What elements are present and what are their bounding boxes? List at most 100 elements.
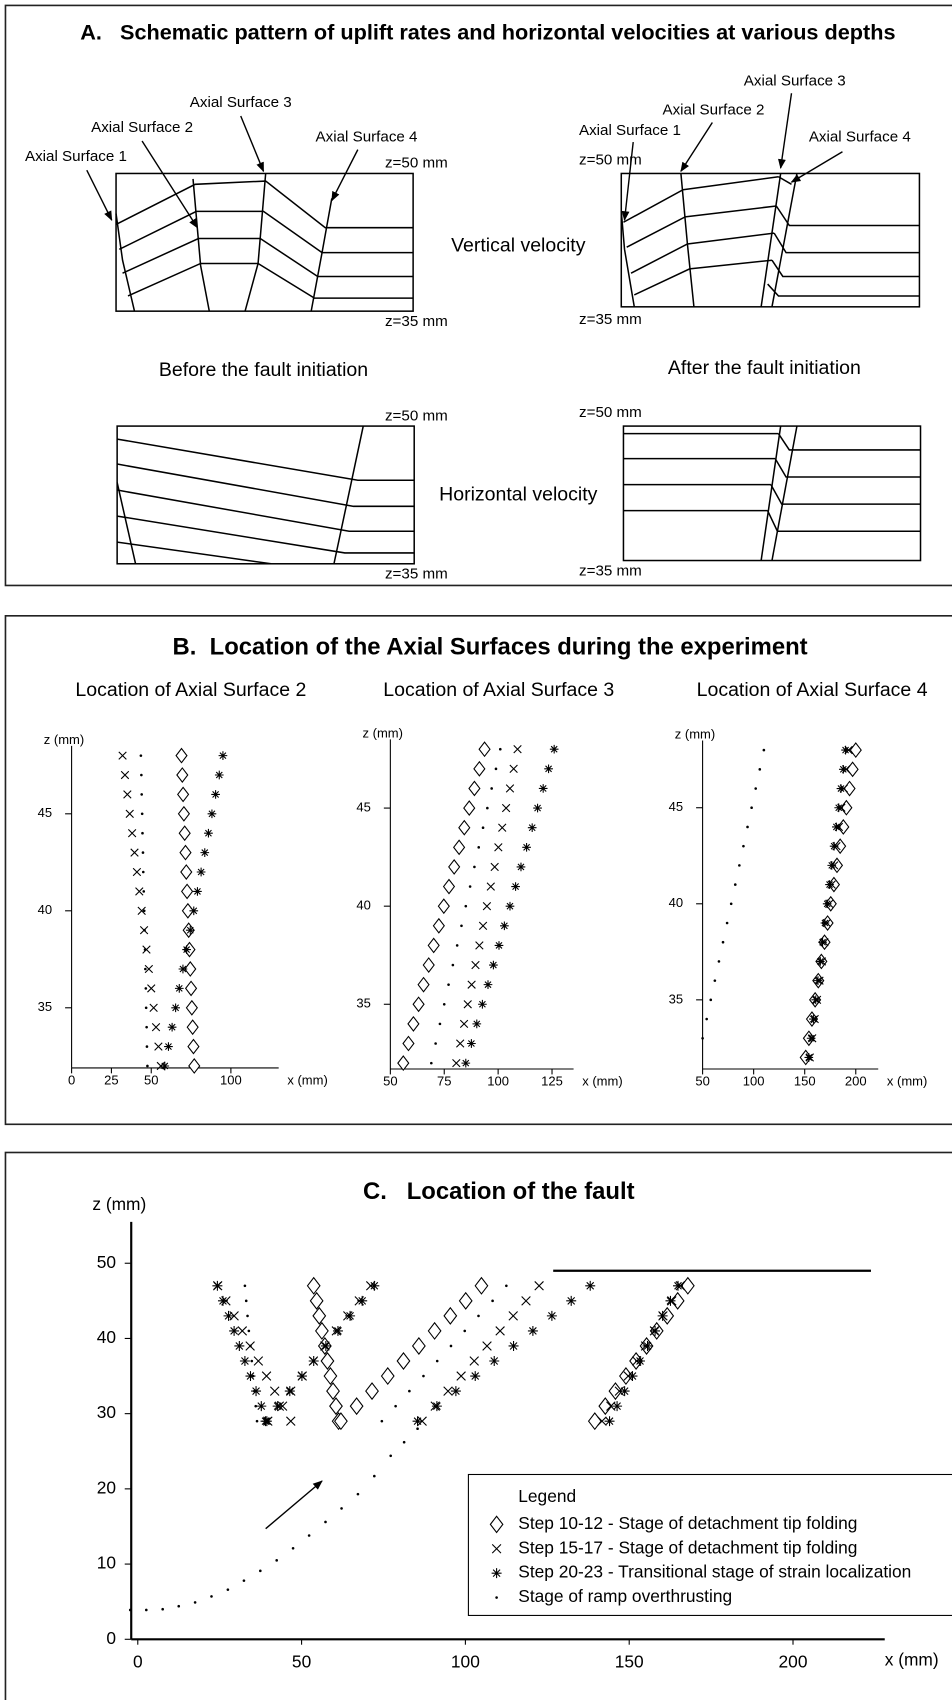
point-cross <box>471 960 480 970</box>
point-dot <box>430 1061 433 1065</box>
schematic-horizontal-before <box>116 425 415 565</box>
point-dot <box>435 1359 439 1363</box>
point-dot <box>373 1474 376 1478</box>
point-dot <box>242 1579 246 1582</box>
point-asterisk <box>838 764 848 774</box>
point-dot <box>762 748 766 752</box>
point-asterisk <box>160 1061 170 1071</box>
legend-marker <box>491 1544 502 1554</box>
point-asterisk <box>182 945 191 954</box>
point-cross <box>147 984 156 993</box>
point-asterisk <box>483 980 493 989</box>
point-dot <box>356 1492 360 1496</box>
point-asterisk <box>832 822 841 832</box>
point-cross <box>125 809 134 818</box>
depth-label: z=35 mm <box>579 562 642 579</box>
point-dot <box>143 928 146 932</box>
point-asterisk <box>811 995 821 1005</box>
point-diamond <box>187 1038 200 1055</box>
point-dot <box>141 870 145 874</box>
depth-label: z=35 mm <box>579 311 642 328</box>
point-diamond <box>176 786 190 803</box>
point-diamond <box>314 1321 329 1340</box>
legend-marker <box>495 1596 498 1599</box>
point-dot <box>250 1359 254 1363</box>
point-diamond <box>427 937 440 954</box>
point-dot <box>389 1454 392 1458</box>
point-diamond <box>176 767 189 783</box>
point-asterisk <box>320 1340 331 1351</box>
point-dot <box>210 1595 213 1598</box>
panel-frame <box>4 615 952 1126</box>
panel-title: A. Schematic pattern of uplift rates and… <box>80 19 895 44</box>
chart-title: Location of Axial Surface 4 <box>697 679 928 701</box>
point-cross <box>508 1311 518 1321</box>
point-asterisk <box>332 1325 343 1336</box>
point-diamond <box>178 825 191 842</box>
point-cross <box>151 1023 161 1032</box>
point-cross <box>253 1356 264 1366</box>
axial-label: Axial Surface 2 <box>662 102 764 119</box>
y-axis-label: z (mm) <box>92 1194 146 1214</box>
x-axis-label: x (mm) <box>582 1073 622 1088</box>
x-tick-label: 200 <box>779 1652 808 1672</box>
point-cross <box>505 784 515 793</box>
point-asterisk <box>841 745 850 755</box>
point-asterisk <box>489 1356 500 1366</box>
axial-label: Axial Surface 3 <box>190 94 292 111</box>
point-dot <box>340 1507 343 1510</box>
point-asterisk <box>825 880 834 889</box>
point-dot <box>486 806 489 810</box>
point-dot <box>140 812 144 816</box>
point-dot <box>481 826 485 829</box>
point-asterisk <box>834 803 844 813</box>
point-dot <box>491 1299 494 1303</box>
point-asterisk <box>635 1356 645 1366</box>
panel-title: B. Location of the Axial Surfaces during… <box>173 634 808 661</box>
x-tick-label: 75 <box>437 1073 451 1088</box>
point-asterisk <box>619 1386 630 1397</box>
point-dot <box>468 885 472 888</box>
velocity-label: Horizontal velocity <box>439 484 597 506</box>
point-asterisk <box>804 1053 814 1062</box>
depth-label: z=50 mm <box>385 407 448 424</box>
x-tick-label: 50 <box>144 1072 158 1087</box>
point-diamond <box>349 1397 364 1416</box>
point-asterisk <box>204 828 213 838</box>
point-asterisk <box>369 1280 380 1291</box>
point-asterisk <box>217 1295 228 1306</box>
point-dot <box>754 787 757 790</box>
chart-title: Location of Axial Surface 3 <box>383 679 614 701</box>
point-asterisk <box>627 1371 638 1382</box>
point-asterisk <box>813 976 823 985</box>
point-diamond <box>458 1291 473 1310</box>
y-tick-label: 35 <box>38 999 52 1014</box>
point-asterisk <box>345 1310 356 1321</box>
point-diamond <box>184 980 198 997</box>
point-dot <box>717 960 721 963</box>
stage-label: After the fault initiation <box>668 357 861 379</box>
point-diamond <box>474 1276 489 1295</box>
point-cross <box>142 945 151 954</box>
point-dot <box>725 921 729 925</box>
point-asterisk <box>178 964 188 974</box>
point-diamond <box>830 857 844 874</box>
point-dot <box>161 1607 164 1611</box>
point-dot <box>733 883 737 886</box>
point-dot <box>142 909 146 913</box>
point-cross <box>237 1326 248 1336</box>
point-cross <box>456 1371 466 1381</box>
point-asterisk <box>223 1310 234 1321</box>
point-diamond <box>180 883 194 900</box>
point-asterisk <box>612 1401 623 1412</box>
point-asterisk <box>218 751 228 760</box>
point-dot <box>402 1440 406 1444</box>
point-dot <box>254 1404 258 1408</box>
point-diamond <box>448 858 461 875</box>
point-diamond <box>453 839 466 856</box>
point-asterisk <box>650 1325 661 1336</box>
point-cross <box>469 1356 479 1366</box>
x-axis-label: x (mm) <box>885 1650 939 1670</box>
point-dot <box>140 773 143 777</box>
point-cross <box>597 1416 607 1426</box>
